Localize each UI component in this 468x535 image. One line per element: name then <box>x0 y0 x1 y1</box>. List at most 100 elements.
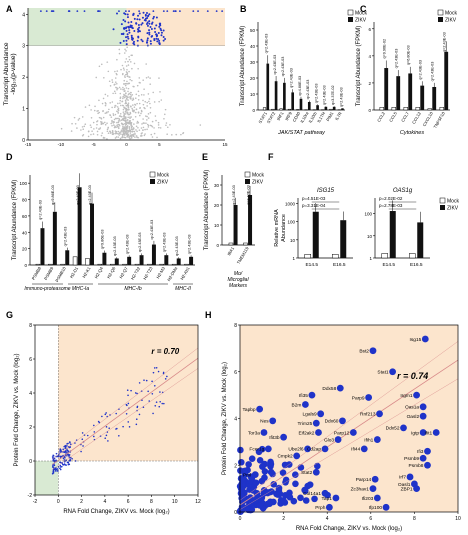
scatter-point <box>57 470 59 472</box>
scatter-point <box>237 458 245 466</box>
bar-zikv <box>408 73 413 110</box>
panel-c-y-label: Transcript Abundance (FPKM) <box>356 26 362 106</box>
volcano-point <box>111 124 113 127</box>
volcano-point <box>125 107 128 110</box>
scatter-point <box>63 445 65 448</box>
volcano-point <box>125 130 128 133</box>
category-label: CD40 <box>292 110 302 122</box>
labeled-point <box>251 471 259 478</box>
volcano-point <box>146 119 148 121</box>
bar-zikv <box>139 255 144 265</box>
scatter-point <box>241 496 249 504</box>
scatter-point <box>136 406 139 409</box>
scatter-point <box>237 485 245 493</box>
volcano-point <box>152 91 155 94</box>
volcano-point <box>128 113 131 116</box>
volcano-point <box>119 137 122 140</box>
volcano-point <box>113 118 116 121</box>
volcano-point <box>139 82 141 84</box>
volcano-point <box>98 99 100 102</box>
volcano-point <box>127 122 129 125</box>
labeled-point <box>413 485 420 493</box>
volcano-x-tick-label: 5 <box>158 142 161 147</box>
q-value-label: q=9.86E-03 <box>51 185 55 205</box>
scatter-point <box>162 371 165 374</box>
q-value-label: q=2.43E-03 <box>138 232 142 252</box>
legend-label-mock: Mock <box>445 11 457 17</box>
point-label: Nes <box>260 419 269 425</box>
q-value-label: q=2.43E-03 <box>431 62 435 82</box>
panel-label-b: B <box>240 4 247 14</box>
volcano-point <box>122 108 125 111</box>
volcano-point <box>140 112 142 115</box>
volcano-point <box>74 122 77 125</box>
x-tick-label: 8 <box>150 499 153 505</box>
significant-point <box>135 22 138 25</box>
volcano-point <box>113 106 116 109</box>
panel-e-y-tick-label: 0 <box>216 243 219 248</box>
volcano-point <box>147 117 150 119</box>
panel-label-h: H <box>205 310 212 320</box>
volcano-point <box>126 72 129 75</box>
volcano-point <box>129 78 131 81</box>
volcano-point <box>111 133 114 136</box>
bar-zikv <box>77 187 82 265</box>
volcano-point <box>128 70 130 73</box>
volcano-point <box>119 92 122 95</box>
bar-zikv <box>420 85 425 110</box>
volcano-point <box>96 130 99 133</box>
volcano-point <box>142 103 145 106</box>
volcano-point <box>117 123 119 126</box>
scatter-point <box>304 482 312 490</box>
point-label: Stat2 <box>301 470 313 476</box>
significant-point <box>146 17 149 20</box>
significant-point <box>132 13 135 16</box>
scatter-point <box>71 457 73 460</box>
volcano-point <box>114 81 117 83</box>
volcano-point <box>98 128 100 130</box>
scatter-point <box>64 451 66 453</box>
significant-point <box>112 28 115 31</box>
y-tick-label: 8 <box>29 323 32 329</box>
significant-point <box>127 37 130 40</box>
volcano-point <box>123 114 125 117</box>
volcano-point <box>124 113 127 115</box>
scatter-point <box>125 413 128 415</box>
y-tick-label: 8 <box>234 323 237 329</box>
scatter-point <box>53 464 56 467</box>
volcano-point <box>119 96 122 98</box>
legend-label-zikv: ZIKV <box>445 18 457 24</box>
bar-zikv <box>432 86 437 110</box>
point-label: Prph <box>315 505 325 511</box>
volcano-point <box>125 87 128 89</box>
volcano-point <box>143 94 145 96</box>
bar-mock <box>109 263 115 266</box>
point-label: Parp14 <box>356 477 372 483</box>
volcano-point <box>132 127 135 129</box>
labeled-point <box>308 391 316 399</box>
significant-point <box>137 30 140 33</box>
volcano-point <box>136 120 139 123</box>
volcano-point <box>95 76 98 79</box>
q-value-label: q=2.43E-03 <box>339 87 343 107</box>
volcano-point <box>124 76 126 79</box>
volcano-point <box>139 114 141 117</box>
qpcr-tick-label: 10 <box>290 238 296 243</box>
point-label: Psmb9 <box>404 456 419 462</box>
volcano-point <box>103 76 105 79</box>
category-label: IBA1 <box>226 245 235 256</box>
volcano-point <box>117 136 120 138</box>
significant-point <box>124 27 127 30</box>
point-label: Ddx52 <box>386 426 400 432</box>
volcano-point <box>114 137 117 139</box>
volcano-point <box>111 119 113 122</box>
volcano-point <box>118 48 121 51</box>
volcano-point <box>153 127 155 129</box>
volcano-point <box>124 107 127 109</box>
volcano-point <box>126 129 129 132</box>
top-cap-point <box>152 10 155 13</box>
volcano-point <box>142 79 144 81</box>
scatter-point <box>241 467 249 475</box>
volcano-point <box>146 115 148 118</box>
volcano-point <box>147 76 150 78</box>
